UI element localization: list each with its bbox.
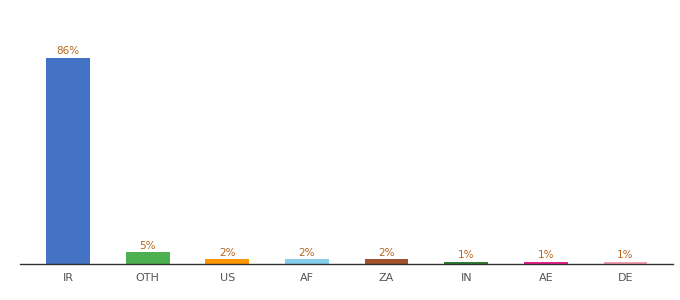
Text: 2%: 2% — [219, 248, 236, 258]
Text: 1%: 1% — [538, 250, 554, 260]
Text: 86%: 86% — [56, 46, 80, 56]
Bar — [126, 252, 170, 264]
Text: 5%: 5% — [139, 241, 156, 251]
Bar — [285, 259, 329, 264]
Text: 1%: 1% — [458, 250, 475, 260]
Bar — [364, 259, 409, 264]
Bar — [205, 259, 250, 264]
Text: 1%: 1% — [617, 250, 634, 260]
Bar — [524, 262, 568, 264]
Bar — [46, 58, 90, 264]
Bar — [604, 262, 647, 264]
Text: 2%: 2% — [378, 248, 395, 258]
Bar — [444, 262, 488, 264]
Text: 2%: 2% — [299, 248, 316, 258]
